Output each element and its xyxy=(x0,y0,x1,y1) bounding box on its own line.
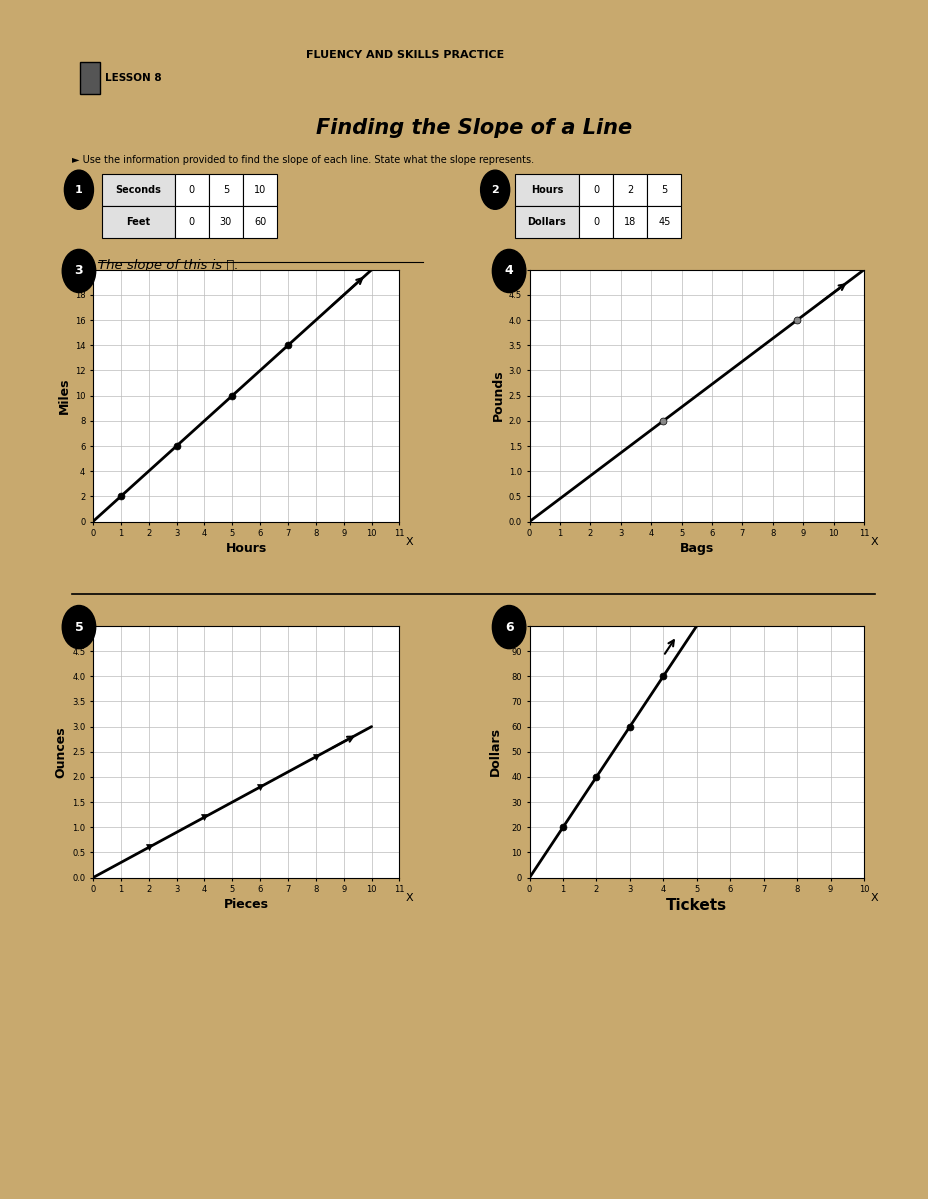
Text: Feet: Feet xyxy=(126,217,150,227)
Text: 60: 60 xyxy=(253,217,266,227)
Text: 18: 18 xyxy=(624,217,636,227)
Text: X: X xyxy=(406,893,413,903)
X-axis label: Bags: Bags xyxy=(679,542,713,555)
FancyBboxPatch shape xyxy=(102,174,174,206)
Text: The slope of this is Ⓐ.: The slope of this is Ⓐ. xyxy=(97,259,238,272)
Text: 3: 3 xyxy=(74,265,84,277)
Text: LESSON 8: LESSON 8 xyxy=(105,73,161,83)
FancyBboxPatch shape xyxy=(209,174,243,206)
Text: 6: 6 xyxy=(504,621,513,633)
X-axis label: Pieces: Pieces xyxy=(224,898,268,911)
Circle shape xyxy=(64,170,94,210)
Text: 0: 0 xyxy=(592,185,599,194)
Text: 5: 5 xyxy=(74,621,84,633)
X-axis label: Hours: Hours xyxy=(226,542,266,555)
Text: 30: 30 xyxy=(220,217,232,227)
Text: Dollars: Dollars xyxy=(527,217,566,227)
Text: 5: 5 xyxy=(661,185,667,194)
Text: 10: 10 xyxy=(253,185,266,194)
Text: Hours: Hours xyxy=(530,185,562,194)
FancyBboxPatch shape xyxy=(514,206,578,239)
Text: 0: 0 xyxy=(592,217,599,227)
FancyBboxPatch shape xyxy=(578,174,612,206)
FancyBboxPatch shape xyxy=(647,174,681,206)
Circle shape xyxy=(480,170,509,210)
FancyBboxPatch shape xyxy=(209,206,243,239)
FancyBboxPatch shape xyxy=(243,206,277,239)
Y-axis label: Dollars: Dollars xyxy=(488,728,501,776)
FancyBboxPatch shape xyxy=(612,174,647,206)
Y-axis label: Ounces: Ounces xyxy=(55,725,68,778)
FancyBboxPatch shape xyxy=(514,174,578,206)
FancyBboxPatch shape xyxy=(102,206,174,239)
Text: X: X xyxy=(406,537,413,547)
Text: 45: 45 xyxy=(657,217,670,227)
Text: y: y xyxy=(506,254,512,265)
FancyBboxPatch shape xyxy=(647,206,681,239)
Text: X: X xyxy=(870,893,877,903)
Text: 4: 4 xyxy=(504,265,513,277)
Text: 2: 2 xyxy=(626,185,633,194)
FancyBboxPatch shape xyxy=(174,206,209,239)
Y-axis label: Miles: Miles xyxy=(58,378,71,414)
Text: y: y xyxy=(506,610,512,621)
Text: y: y xyxy=(71,610,78,621)
X-axis label: Tickets: Tickets xyxy=(665,898,727,914)
Text: Finding the Slope of a Line: Finding the Slope of a Line xyxy=(316,119,631,138)
Text: 2: 2 xyxy=(491,185,498,194)
FancyBboxPatch shape xyxy=(612,206,647,239)
Text: FLUENCY AND SKILLS PRACTICE: FLUENCY AND SKILLS PRACTICE xyxy=(306,50,504,60)
FancyBboxPatch shape xyxy=(578,206,612,239)
Text: 0: 0 xyxy=(188,185,195,194)
Y-axis label: Pounds: Pounds xyxy=(491,369,504,422)
Text: 0: 0 xyxy=(188,217,195,227)
FancyBboxPatch shape xyxy=(243,174,277,206)
FancyBboxPatch shape xyxy=(174,174,209,206)
Text: ► Use the information provided to find the slope of each line. State what the sl: ► Use the information provided to find t… xyxy=(72,155,534,165)
FancyBboxPatch shape xyxy=(80,62,100,95)
Text: Seconds: Seconds xyxy=(115,185,161,194)
Text: X: X xyxy=(870,537,877,547)
Text: 1: 1 xyxy=(75,185,83,194)
Text: 5: 5 xyxy=(223,185,229,194)
Text: y: y xyxy=(71,254,78,265)
